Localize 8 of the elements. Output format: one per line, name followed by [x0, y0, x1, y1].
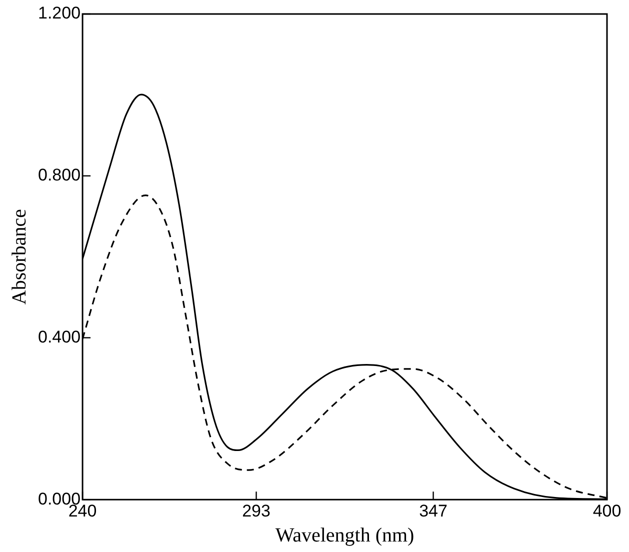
y-axis-title: Absorbance	[8, 208, 30, 305]
y-tick-label: 1.200	[38, 4, 81, 23]
y-tick-label: 0.400	[38, 327, 81, 346]
x-tick-label: 347	[419, 501, 448, 520]
x-axis-title: Wavelength (nm)	[275, 524, 414, 546]
y-tick-label: 0.800	[38, 166, 81, 185]
x-tick-label: 293	[242, 501, 270, 520]
x-tick-label: 400	[592, 501, 622, 520]
